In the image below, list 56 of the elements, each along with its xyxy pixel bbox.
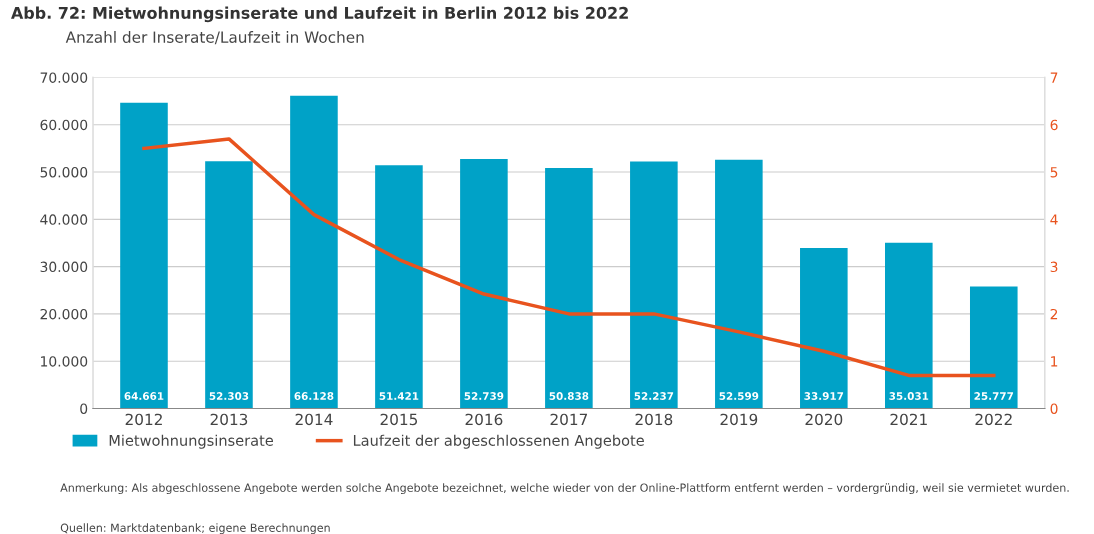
- bar: [715, 159, 763, 409]
- x-tick-label: 2018: [635, 413, 673, 426]
- x-tick-label: 2016: [465, 413, 503, 426]
- data-label: 52.237: [634, 392, 674, 400]
- line-series: [142, 137, 996, 378]
- x-tick-label: 2013: [210, 413, 248, 426]
- y-tick-label: 0: [80, 403, 88, 414]
- data-label: 33.917: [804, 392, 844, 400]
- y-tick-label: 40.000: [40, 214, 88, 225]
- y2-tick-label: 0: [1050, 403, 1058, 414]
- bar: [545, 168, 593, 409]
- x-tick-label: 2020: [805, 413, 843, 426]
- bar: [630, 161, 678, 409]
- y2-tick-label: 6: [1050, 119, 1058, 131]
- x-tick-label: 2022: [975, 413, 1012, 426]
- y2-tick-label: 1: [1051, 356, 1058, 367]
- legend-label: Laufzeit der abgeschlossenen Angebote: [353, 434, 644, 449]
- y2-tick-label: 7: [1050, 72, 1058, 83]
- bar: [375, 165, 423, 409]
- bar: [885, 242, 933, 409]
- x-tick-label: 2015: [380, 413, 418, 426]
- data-label: 52.599: [719, 392, 759, 400]
- x-tick-label: 2021: [890, 413, 927, 426]
- data-label: 51.421: [379, 392, 419, 400]
- x-tick-label: 2017: [550, 413, 588, 426]
- y2-tick-label: 2: [1050, 308, 1058, 320]
- bar: [460, 159, 508, 409]
- y2-tick-label: 3: [1050, 261, 1058, 273]
- bar: [120, 102, 168, 409]
- x-tick-label: 2012: [125, 413, 162, 426]
- x-tick-label: 2014: [295, 413, 333, 426]
- data-label: 52.739: [464, 392, 504, 400]
- bar: [969, 286, 1018, 409]
- chart-subtitle: Anzahl der Inserate/Laufzeit in Wochen: [65, 31, 364, 45]
- data-label: 52.303: [209, 392, 249, 400]
- data-label: 50.838: [549, 392, 589, 400]
- data-label: 64.661: [124, 392, 164, 400]
- y-tick-label: 10.000: [41, 356, 88, 367]
- legend-label: Mietwohnungsinserate: [109, 434, 274, 449]
- y-tick-label: 30.000: [40, 261, 88, 273]
- data-label: 25.777: [974, 392, 1014, 400]
- x-tick-label: 2019: [720, 413, 758, 426]
- y-tick-label: 70.000: [40, 72, 88, 83]
- chart-title: Abb. 72: Mietwohnungsinserate und Laufzeit in Berlin 2012 bis 2022: [11, 6, 628, 23]
- source-note: Quellen: Marktdatenbank; eigene Berechnungen: [60, 523, 330, 534]
- y-tick-label: 50.000: [40, 166, 88, 178]
- y2-tick-label: 5: [1050, 167, 1058, 178]
- y-tick-label: 60.000: [40, 119, 88, 131]
- bar: [205, 161, 253, 409]
- data-label: 66.128: [294, 392, 334, 400]
- bar: [290, 95, 338, 409]
- y2-tick-label: 4: [1050, 214, 1058, 225]
- bar: [800, 248, 848, 409]
- data-label: 35.031: [889, 392, 929, 400]
- y-tick-label: 20.000: [40, 308, 88, 320]
- text: Anmerkung: Als abgeschlossene Angebote werden solche Angebote bezeichnet, welche wieder von der Online-Plattform entfernt werden – vordergründig, weil sie vermietet wurden.: [60, 483, 1069, 495]
